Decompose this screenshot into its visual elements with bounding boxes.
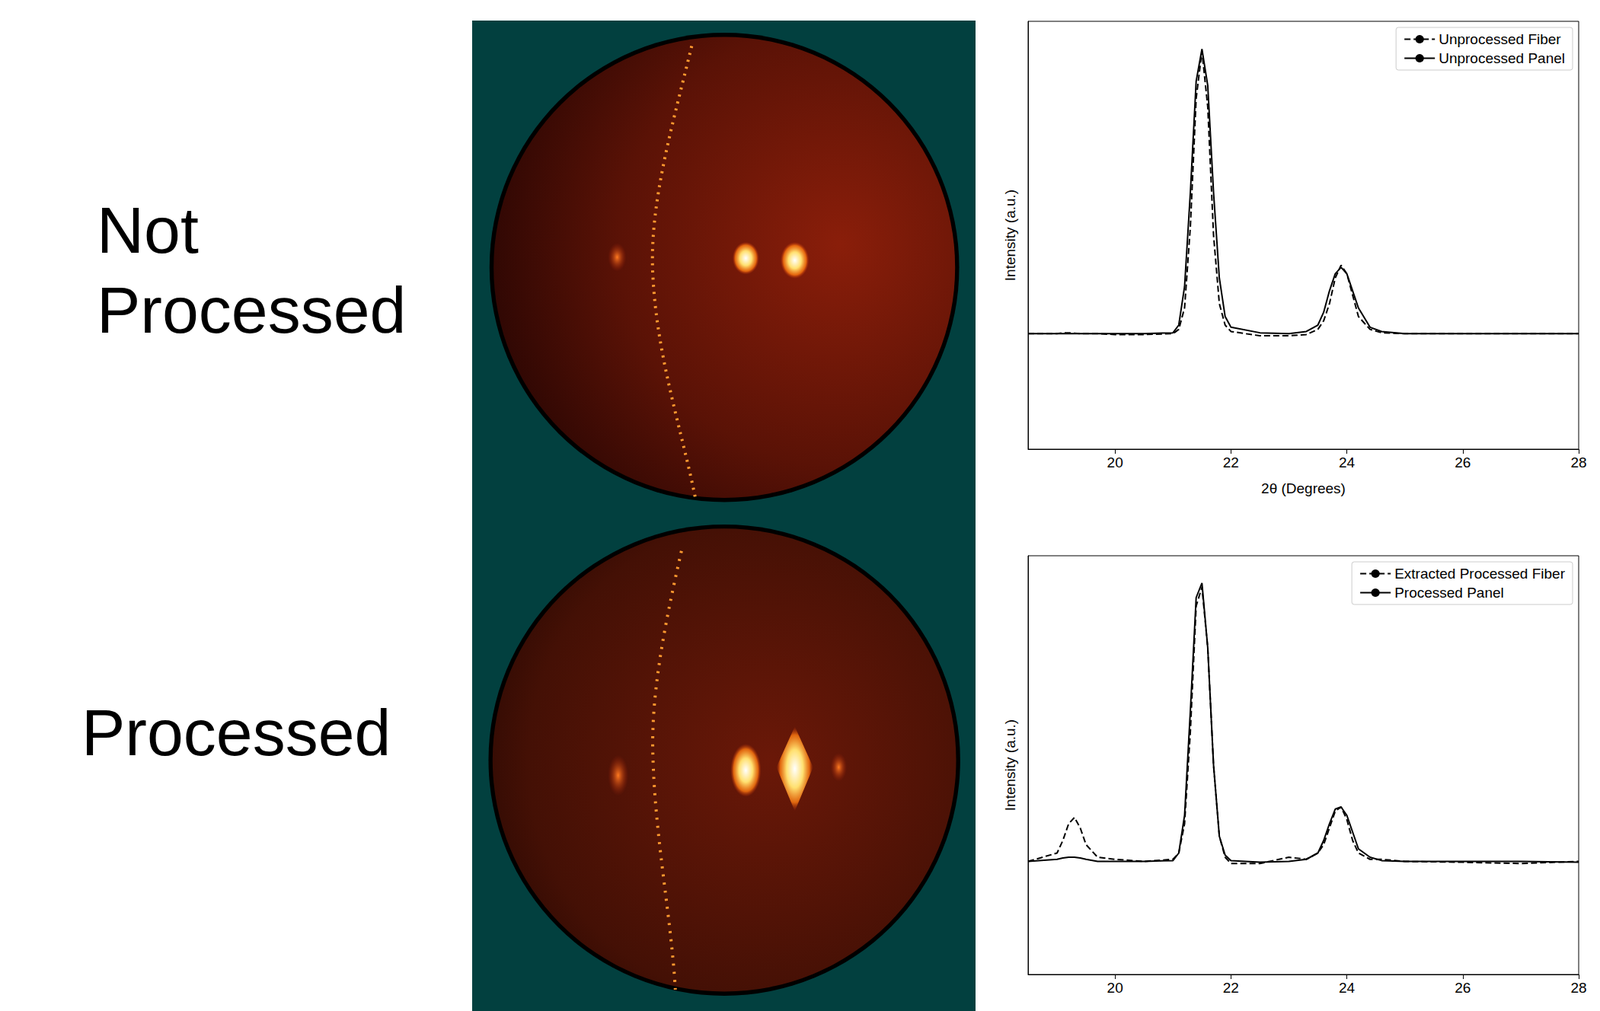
svg-text:20: 20 [1107, 980, 1124, 997]
svg-text:24: 24 [1338, 454, 1356, 471]
svg-text:Unprocessed Fiber: Unprocessed Fiber [1438, 31, 1562, 48]
html-text:Not Processed: Not Processed [96, 193, 407, 347]
svg-text:22: 22 [1223, 454, 1240, 471]
svg-text:24: 24 [1338, 980, 1356, 997]
svg-text:22: 22 [1223, 980, 1240, 997]
svg-text:Intensity (a.u.): Intensity (a.u.) [1002, 719, 1019, 812]
svg-text:Extracted Processed Fiber: Extracted Processed Fiber [1394, 565, 1566, 582]
svg-text:28: 28 [1570, 980, 1587, 997]
svg-text:Unprocessed Panel: Unprocessed Panel [1438, 50, 1565, 67]
svg-text:26: 26 [1454, 980, 1471, 997]
svg-text:20: 20 [1107, 454, 1124, 471]
svg-text:2θ (Degrees): 2θ (Degrees) [1261, 480, 1346, 497]
svg-text:26: 26 [1454, 454, 1471, 471]
html-text:Processed: Processed [81, 696, 391, 770]
svg-text:28: 28 [1570, 454, 1587, 471]
svg-text:Processed Panel: Processed Panel [1394, 584, 1505, 601]
svg-text:Intensity (a.u.): Intensity (a.u.) [1002, 189, 1019, 282]
